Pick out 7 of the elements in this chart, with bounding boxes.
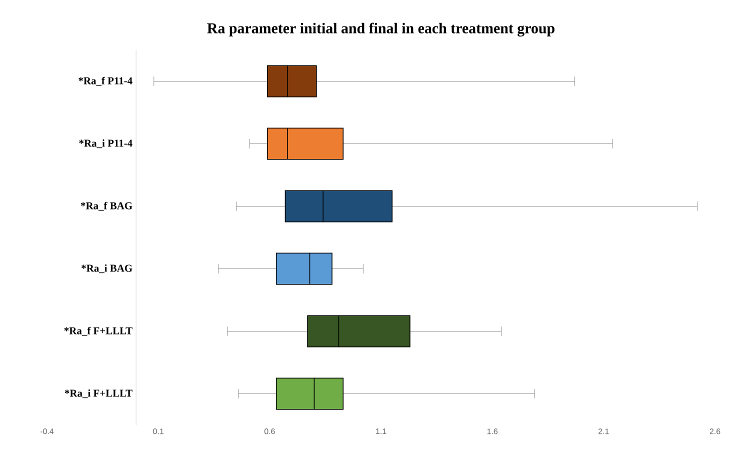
y-tick-label: *Ra_f BAG [80, 202, 132, 211]
y-tick-label: *Ra_f P11-4 [78, 76, 132, 86]
y-tick-label: *Ra_i F+LLLT [64, 389, 132, 398]
y-tick-label: *Ra_i P11-4 [79, 139, 132, 148]
y-tick-label: *Ra_i BAG [82, 264, 132, 274]
y-tick-label: *Ra_f F+LLLT [64, 326, 132, 336]
chart-title: Ra parameter initial and final in each treatment group [207, 22, 554, 36]
